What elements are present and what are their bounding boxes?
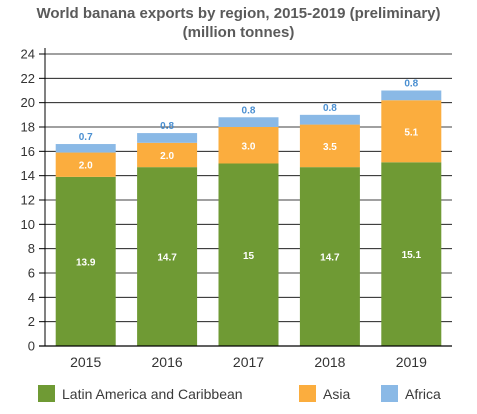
bar-2017-series-0 xyxy=(218,163,279,346)
data-label-2018-series-1: 3.5 xyxy=(323,142,337,153)
data-label-2016-series-0: 14.7 xyxy=(157,253,177,264)
legend-item-africa: Africa xyxy=(381,385,441,402)
y-tick-label-6: 6 xyxy=(28,266,35,281)
bar-2018-series-1 xyxy=(299,124,360,168)
data-label-2018-series-0: 14.7 xyxy=(320,253,340,264)
y-tick-label-22: 22 xyxy=(21,71,35,86)
data-label-2019-series-0: 15.1 xyxy=(402,250,422,261)
y-tick-label-0: 0 xyxy=(28,339,35,354)
y-tick-label-12: 12 xyxy=(21,193,35,208)
bar-2016-series-2 xyxy=(137,133,198,143)
y-tick-label-18: 18 xyxy=(21,120,35,135)
bar-2015-series-2 xyxy=(55,144,116,153)
data-label-2015-series-0: 13.9 xyxy=(76,257,96,268)
legend-swatch-asia xyxy=(299,385,316,402)
y-tick-label-16: 16 xyxy=(21,144,35,159)
y-tick-label-20: 20 xyxy=(21,95,35,110)
bar-2016-series-0 xyxy=(137,167,198,346)
legend-label-asia: Asia xyxy=(323,385,351,402)
bar-2018-series-0 xyxy=(299,167,360,346)
legend-label-latin-america: Latin America and Caribbean xyxy=(62,385,243,402)
y-tick-label-24: 24 xyxy=(21,47,35,62)
y-tick-label-8: 8 xyxy=(28,241,35,256)
bar-2015-series-1 xyxy=(55,152,116,177)
chart-title: World banana exports by region, 2015-201… xyxy=(36,5,441,22)
x-tick-label-2017: 2017 xyxy=(233,354,264,370)
legend-swatch-latin-america xyxy=(38,385,55,402)
y-tick-label-4: 4 xyxy=(28,290,35,305)
x-tick-label-2015: 2015 xyxy=(70,354,101,370)
data-label-2015-series-2: 0.7 xyxy=(79,132,93,143)
bar-2016-series-1 xyxy=(137,142,198,168)
chart-subtitle: (million tonnes) xyxy=(182,24,295,41)
data-label-2015-series-1: 2.0 xyxy=(79,161,93,172)
bar-2019-series-0 xyxy=(381,162,442,346)
x-tick-label-2019: 2019 xyxy=(396,354,427,370)
legend-item-asia: Asia xyxy=(299,385,350,402)
y-tick-label-14: 14 xyxy=(21,168,35,183)
legend-item-latin-america: Latin America and Caribbean xyxy=(38,385,243,402)
data-label-2017-series-2: 0.8 xyxy=(242,105,256,116)
bar-2017-series-2 xyxy=(218,117,279,127)
data-label-2019-series-1: 5.1 xyxy=(404,127,418,138)
y-tick-label-2: 2 xyxy=(28,314,35,329)
x-tick-label-2016: 2016 xyxy=(152,354,183,370)
bar-2015-series-0 xyxy=(55,176,116,346)
data-label-2018-series-2: 0.8 xyxy=(323,103,337,114)
data-label-2016-series-1: 2.0 xyxy=(160,151,174,162)
data-label-2017-series-1: 3.0 xyxy=(242,141,256,152)
x-tick-label-2018: 2018 xyxy=(314,354,345,370)
data-label-2016-series-2: 0.8 xyxy=(160,121,174,132)
bar-2019-series-1 xyxy=(381,100,442,163)
bar-2019-series-2 xyxy=(381,90,442,101)
data-label-2019-series-2: 0.8 xyxy=(404,79,418,90)
legend-label-africa: Africa xyxy=(405,385,441,402)
bar-2017-series-1 xyxy=(218,127,279,164)
legend-swatch-africa xyxy=(381,385,398,402)
y-tick-label-10: 10 xyxy=(21,217,35,232)
data-label-2017-series-0: 15 xyxy=(243,251,255,262)
bar-2018-series-2 xyxy=(299,114,360,125)
chart-legend: Latin America and Caribbean Asia Africa xyxy=(0,385,477,407)
